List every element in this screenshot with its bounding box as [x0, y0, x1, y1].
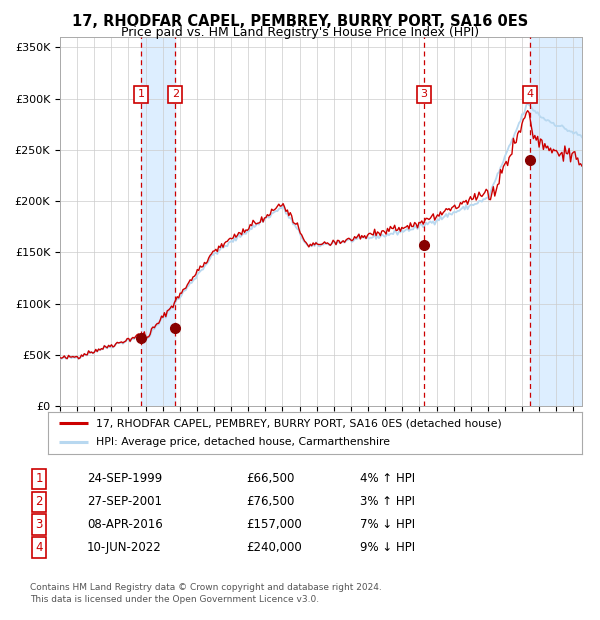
- Text: 08-APR-2016: 08-APR-2016: [87, 518, 163, 531]
- Text: £76,500: £76,500: [246, 495, 295, 508]
- Text: 3: 3: [421, 89, 428, 99]
- Text: Contains HM Land Registry data © Crown copyright and database right 2024.: Contains HM Land Registry data © Crown c…: [30, 583, 382, 592]
- Text: 3: 3: [35, 518, 43, 531]
- Text: 4: 4: [35, 541, 43, 554]
- Text: £66,500: £66,500: [246, 472, 295, 485]
- Text: This data is licensed under the Open Government Licence v3.0.: This data is licensed under the Open Gov…: [30, 595, 319, 604]
- Text: 4: 4: [526, 89, 533, 99]
- Text: £240,000: £240,000: [246, 541, 302, 554]
- Text: 17, RHODFAR CAPEL, PEMBREY, BURRY PORT, SA16 0ES (detached house): 17, RHODFAR CAPEL, PEMBREY, BURRY PORT, …: [96, 418, 502, 428]
- Bar: [530, 37, 582, 406]
- Bar: [141, 37, 175, 406]
- Text: 27-SEP-2001: 27-SEP-2001: [87, 495, 162, 508]
- Text: 10-JUN-2022: 10-JUN-2022: [87, 541, 162, 554]
- Text: 9% ↓ HPI: 9% ↓ HPI: [360, 541, 415, 554]
- Text: 7% ↓ HPI: 7% ↓ HPI: [360, 518, 415, 531]
- Text: 24-SEP-1999: 24-SEP-1999: [87, 472, 162, 485]
- Text: 17, RHODFAR CAPEL, PEMBREY, BURRY PORT, SA16 0ES: 17, RHODFAR CAPEL, PEMBREY, BURRY PORT, …: [72, 14, 528, 29]
- Text: HPI: Average price, detached house, Carmarthenshire: HPI: Average price, detached house, Carm…: [96, 438, 390, 448]
- Text: 4% ↑ HPI: 4% ↑ HPI: [360, 472, 415, 485]
- Text: 1: 1: [35, 472, 43, 485]
- Text: 2: 2: [172, 89, 179, 99]
- Text: 3% ↑ HPI: 3% ↑ HPI: [360, 495, 415, 508]
- Text: 1: 1: [137, 89, 145, 99]
- Text: £157,000: £157,000: [246, 518, 302, 531]
- Text: 2: 2: [35, 495, 43, 508]
- Text: Price paid vs. HM Land Registry's House Price Index (HPI): Price paid vs. HM Land Registry's House …: [121, 26, 479, 39]
